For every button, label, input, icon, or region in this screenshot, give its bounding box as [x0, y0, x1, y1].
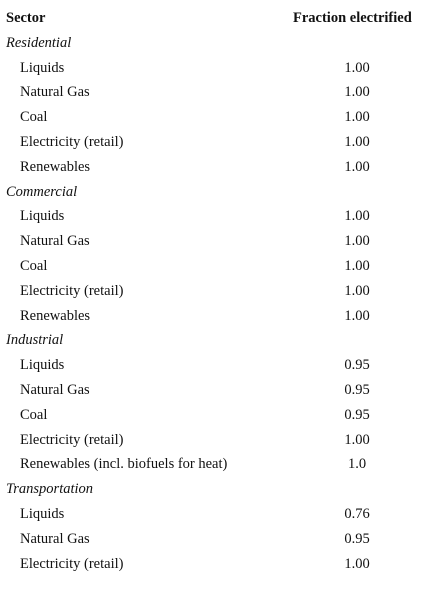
row-label: Renewables	[20, 307, 91, 324]
group-label: Transportation	[6, 481, 94, 498]
row-label: Liquids	[20, 59, 65, 76]
row-label: Renewables (incl. biofuels for heat)	[20, 456, 228, 473]
row-label: Liquids	[20, 357, 65, 374]
group-label: Commercial	[6, 183, 78, 200]
row-label: Electricity (retail)	[20, 431, 124, 448]
row-label: Coal	[20, 406, 48, 423]
row-label: Liquids	[20, 208, 65, 225]
row-label: Coal	[20, 258, 48, 274]
header-fraction: Fraction electrified	[293, 10, 412, 26]
row-value: 1.00	[344, 307, 370, 324]
row-value: 1.0	[347, 456, 367, 473]
row-value: 1.00	[344, 158, 370, 175]
row-value: 1.00	[344, 134, 370, 150]
row-label: Electricity (retail)	[20, 134, 124, 150]
row-value: 1.00	[344, 208, 370, 225]
row-value: 1.00	[344, 282, 370, 299]
row-value: 1.00	[344, 233, 370, 250]
row-label: Electricity (retail)	[20, 282, 124, 299]
row-value: 1.00	[344, 109, 370, 126]
row-value: 1.00	[344, 59, 370, 76]
row-value: 0.76	[344, 506, 370, 522]
row-value: 0.95	[344, 382, 370, 398]
row-value: 1.00	[344, 84, 370, 101]
row-label: Natural Gas	[20, 233, 90, 250]
row-value: 0.95	[344, 530, 370, 547]
row-label: Coal	[20, 109, 48, 126]
group-label: Industrial	[6, 332, 64, 349]
row-value: 0.95	[344, 406, 370, 423]
row-value: 1.00	[344, 555, 370, 572]
row-value: 1.00	[344, 258, 370, 274]
row-label: Renewables	[20, 158, 91, 175]
row-label: Electricity (retail)	[20, 555, 124, 572]
group-label: Residential	[6, 34, 72, 51]
row-label: Liquids	[20, 506, 65, 522]
row-value: 0.95	[344, 357, 370, 374]
row-label: Natural Gas	[20, 84, 90, 101]
row-label: Natural Gas	[20, 530, 90, 547]
header-sector: Sector	[6, 10, 46, 26]
row-value: 1.00	[344, 431, 370, 448]
row-label: Natural Gas	[20, 382, 90, 398]
